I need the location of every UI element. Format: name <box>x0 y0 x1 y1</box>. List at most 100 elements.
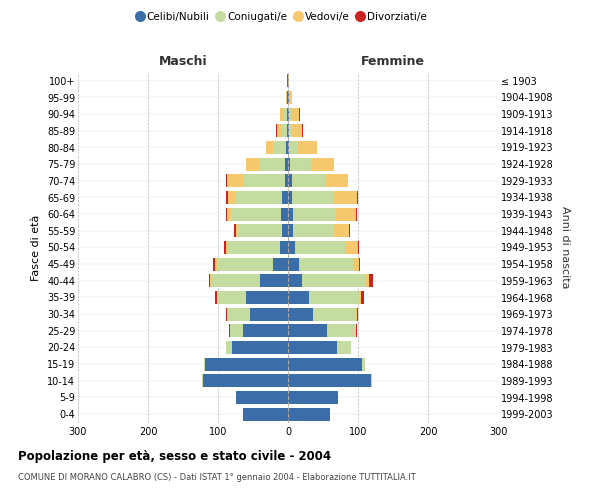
Bar <box>359 258 360 270</box>
Bar <box>283 124 287 138</box>
Bar <box>246 291 288 304</box>
Bar <box>288 74 289 88</box>
Bar <box>288 374 371 388</box>
Bar <box>302 124 303 138</box>
Bar <box>234 224 235 237</box>
Bar <box>287 91 288 104</box>
Bar <box>273 141 286 154</box>
Bar <box>226 241 227 254</box>
Bar <box>213 258 215 270</box>
Bar <box>202 374 203 388</box>
Bar <box>333 191 358 204</box>
Bar <box>359 291 361 304</box>
Bar <box>289 91 292 104</box>
Bar <box>288 241 295 254</box>
Bar <box>288 158 290 170</box>
Bar <box>288 174 292 188</box>
Text: COMUNE DI MORANO CALABRO (CS) - Dati ISTAT 1° gennaio 2004 - Elaborazione TUTTIT: COMUNE DI MORANO CALABRO (CS) - Dati IST… <box>18 472 416 482</box>
Bar <box>290 158 311 170</box>
Bar <box>288 141 289 154</box>
Bar <box>291 108 299 120</box>
Bar <box>250 308 288 320</box>
Bar <box>227 208 230 220</box>
Bar <box>288 108 289 120</box>
Text: Femmine: Femmine <box>361 56 425 68</box>
Bar <box>266 141 274 154</box>
Legend: Celibi/Nubili, Coniugati/e, Vedovi/e, Divorziati/e: Celibi/Nubili, Coniugati/e, Vedovi/e, Di… <box>133 8 431 26</box>
Bar <box>237 224 283 237</box>
Bar <box>367 274 369 287</box>
Bar <box>280 241 288 254</box>
Bar <box>288 258 299 270</box>
Bar <box>287 108 288 120</box>
Bar <box>203 374 288 388</box>
Bar <box>284 108 287 120</box>
Bar <box>369 274 373 287</box>
Bar <box>288 308 313 320</box>
Bar <box>217 258 272 270</box>
Bar <box>288 324 326 338</box>
Bar <box>337 341 351 354</box>
Bar <box>289 108 291 120</box>
Bar <box>353 258 359 270</box>
Bar <box>289 124 292 138</box>
Bar <box>292 191 333 204</box>
Bar <box>226 208 227 220</box>
Bar <box>358 241 359 254</box>
Bar <box>283 191 288 204</box>
Bar <box>349 224 350 237</box>
Bar <box>287 74 288 88</box>
Bar <box>288 208 293 220</box>
Bar <box>226 191 228 204</box>
Bar <box>337 208 356 220</box>
Bar <box>286 141 288 154</box>
Bar <box>281 208 288 220</box>
Bar <box>288 341 337 354</box>
Bar <box>287 124 288 138</box>
Bar <box>230 324 242 338</box>
Bar <box>280 108 284 120</box>
Bar <box>235 391 288 404</box>
Bar <box>288 91 289 104</box>
Bar <box>293 224 334 237</box>
Bar <box>325 174 347 188</box>
Bar <box>230 208 281 220</box>
Bar <box>302 274 367 287</box>
Bar <box>204 358 205 370</box>
Bar <box>211 274 260 287</box>
Bar <box>215 291 217 304</box>
Bar <box>289 141 298 154</box>
Bar <box>288 358 361 370</box>
Bar <box>361 291 364 304</box>
Bar <box>288 124 289 138</box>
Bar <box>288 391 338 404</box>
Bar <box>232 341 288 354</box>
Bar <box>361 358 365 370</box>
Bar <box>288 224 293 237</box>
Bar <box>209 274 210 287</box>
Bar <box>242 174 284 188</box>
Bar <box>242 408 288 420</box>
Y-axis label: Fasce di età: Fasce di età <box>31 214 41 280</box>
Bar <box>288 291 309 304</box>
Bar <box>286 91 287 104</box>
Bar <box>356 308 358 320</box>
Bar <box>229 324 230 338</box>
Bar <box>288 274 302 287</box>
Bar <box>371 374 372 388</box>
Bar <box>326 324 356 338</box>
Bar <box>283 224 288 237</box>
Bar <box>227 241 280 254</box>
Bar <box>226 308 227 320</box>
Bar <box>299 258 353 270</box>
Bar <box>259 158 285 170</box>
Bar <box>246 158 259 170</box>
Bar <box>226 174 227 188</box>
Bar <box>288 191 292 204</box>
Bar <box>299 108 300 120</box>
Bar <box>276 124 277 138</box>
Bar <box>215 258 217 270</box>
Bar <box>228 191 235 204</box>
Bar <box>224 241 226 254</box>
Bar <box>346 241 358 254</box>
